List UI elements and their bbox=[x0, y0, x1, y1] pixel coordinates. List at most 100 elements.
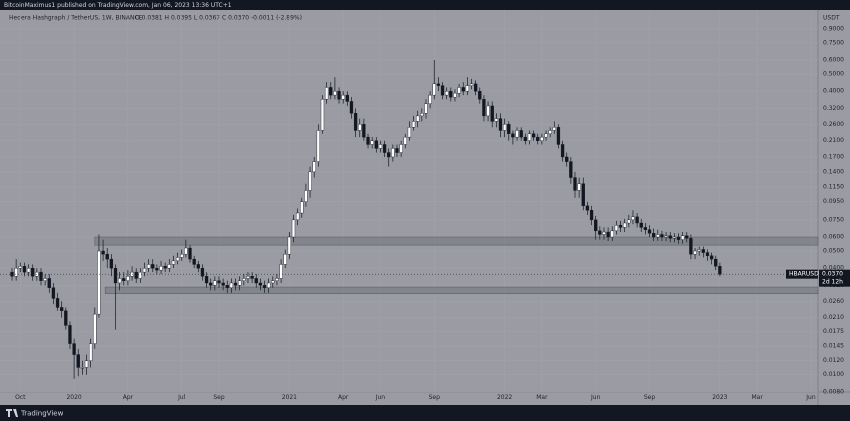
candle-body bbox=[527, 133, 532, 141]
price-tag-label: 0.0370 bbox=[822, 271, 843, 278]
candle-body bbox=[295, 212, 300, 221]
candle-body bbox=[138, 271, 142, 279]
candle-body bbox=[391, 148, 395, 158]
candle-body bbox=[26, 267, 31, 273]
candle-body bbox=[246, 276, 250, 279]
x-tick-label: Oct bbox=[15, 394, 26, 401]
candle-body bbox=[511, 133, 515, 138]
y-tick-label: 0.6000 bbox=[823, 57, 844, 64]
x-tick-label: Jun bbox=[375, 394, 386, 401]
candle-body bbox=[705, 252, 710, 256]
candle-body bbox=[482, 99, 486, 117]
candle-body bbox=[213, 280, 217, 286]
candle-body bbox=[565, 156, 569, 162]
y-tick-label: 0.0100 bbox=[823, 371, 844, 378]
symbol-tag bbox=[786, 269, 818, 279]
candle-body bbox=[291, 219, 296, 238]
candle-body bbox=[399, 144, 403, 153]
support-zone bbox=[94, 236, 819, 246]
candle-body bbox=[664, 235, 668, 238]
candle-body bbox=[101, 250, 105, 255]
candle-body bbox=[424, 103, 428, 114]
candle-body bbox=[652, 233, 656, 238]
candle-body bbox=[184, 247, 188, 255]
candle-body bbox=[473, 83, 478, 92]
y-tick-label: 0.1150 bbox=[823, 184, 844, 191]
y-tick-label: 0.2100 bbox=[823, 137, 844, 144]
candle-body bbox=[490, 105, 494, 122]
candle-body bbox=[602, 231, 606, 235]
candle-body bbox=[192, 258, 196, 265]
candle-body bbox=[618, 224, 623, 228]
candle-body bbox=[283, 253, 287, 265]
candle-body bbox=[660, 234, 664, 238]
candle-body bbox=[204, 276, 209, 284]
candle-body bbox=[262, 285, 267, 288]
x-tick-label: Sep bbox=[213, 394, 225, 401]
grid bbox=[0, 10, 818, 393]
symbol-tag-label: HBARUSDT bbox=[789, 271, 823, 278]
y-tick-label: 0.0500 bbox=[823, 248, 844, 255]
candle-body bbox=[324, 87, 329, 100]
candle-body bbox=[358, 124, 362, 131]
candle-body bbox=[531, 133, 536, 138]
candle-body bbox=[362, 124, 366, 138]
y-tick-label: 0.3200 bbox=[823, 105, 844, 112]
candle-body bbox=[436, 83, 441, 86]
candle-body bbox=[320, 99, 325, 131]
y-tick-label: 0.2600 bbox=[823, 121, 844, 128]
candle-body bbox=[577, 183, 581, 191]
candle-body bbox=[22, 266, 27, 273]
x-tick-label: Jun bbox=[805, 394, 816, 401]
y-tick-label: 0.7500 bbox=[823, 39, 844, 46]
candle-body bbox=[498, 118, 503, 131]
candle-body bbox=[623, 222, 627, 228]
published-note: BitcoinMaximus1 published on TradingView… bbox=[4, 2, 232, 9]
price-tag bbox=[819, 269, 850, 287]
x-tick-label: Mar bbox=[751, 394, 763, 401]
candle-body bbox=[680, 235, 685, 240]
candle-body bbox=[60, 307, 64, 311]
candle-body bbox=[275, 278, 279, 281]
candle-body bbox=[151, 264, 155, 269]
candle-body bbox=[126, 276, 130, 281]
candle-body bbox=[84, 360, 89, 368]
x-tick-label: Jun bbox=[590, 394, 601, 401]
candle-body bbox=[718, 266, 722, 275]
candle-body bbox=[387, 152, 391, 158]
candle-body bbox=[457, 87, 461, 94]
candle-body bbox=[258, 282, 263, 286]
candle-body bbox=[267, 282, 271, 288]
x-tick-label: Apr bbox=[338, 394, 349, 401]
candle-body bbox=[502, 124, 507, 131]
y-tick-label: 0.0210 bbox=[823, 314, 844, 321]
candle-body bbox=[428, 94, 432, 104]
candle-body bbox=[217, 280, 221, 284]
candle-body bbox=[72, 343, 76, 355]
candle-body bbox=[519, 130, 523, 138]
candle-body bbox=[76, 354, 80, 368]
candle-body bbox=[366, 136, 370, 145]
candle-body bbox=[656, 234, 660, 238]
zones bbox=[94, 236, 819, 294]
candle-body bbox=[672, 236, 677, 239]
candle-body bbox=[39, 271, 43, 281]
candle-body bbox=[43, 278, 47, 281]
x-tick-label: Sep bbox=[644, 394, 656, 401]
candle-body bbox=[585, 205, 590, 211]
candle-body bbox=[378, 144, 383, 149]
candle-body bbox=[89, 343, 93, 361]
candle-body bbox=[631, 216, 635, 221]
candle-body bbox=[188, 247, 192, 260]
candle-body bbox=[709, 255, 714, 260]
candle-body bbox=[701, 249, 705, 253]
candle-body bbox=[370, 140, 374, 145]
candle-body bbox=[540, 136, 544, 141]
candle-body bbox=[337, 90, 341, 100]
y-tick-label: 0.1700 bbox=[823, 153, 844, 160]
candle-body bbox=[445, 90, 449, 96]
candle-body bbox=[242, 278, 246, 281]
candle-body bbox=[142, 267, 147, 273]
candle-body bbox=[200, 267, 205, 277]
